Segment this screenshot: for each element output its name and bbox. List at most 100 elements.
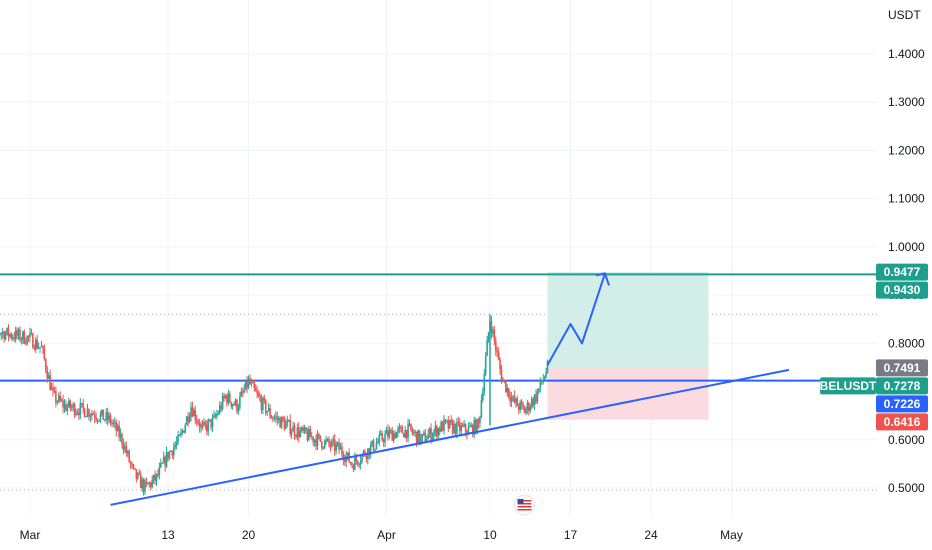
candle-body	[538, 388, 540, 392]
candle-body	[496, 350, 498, 353]
candle-body	[295, 435, 297, 437]
candle-body	[11, 337, 14, 339]
candle-body	[264, 400, 267, 413]
candle-body	[470, 424, 473, 427]
y-axis-label: 0.8000	[888, 336, 925, 350]
flag-stripe	[517, 503, 532, 505]
candle-body	[52, 387, 54, 391]
candle-body	[300, 427, 303, 431]
candle-body	[365, 455, 368, 459]
candle-body	[170, 450, 172, 452]
candle-body	[158, 467, 161, 476]
candle-body	[47, 375, 50, 379]
candle-body	[86, 409, 89, 417]
candle-body	[471, 424, 474, 435]
candle-body	[529, 407, 532, 411]
projection-path[interactable]	[546, 273, 606, 366]
symbol-tag[interactable]	[820, 377, 876, 395]
candle-body	[400, 427, 402, 429]
candle-body	[55, 391, 57, 403]
candle-body	[229, 393, 231, 403]
candle-body	[309, 428, 312, 438]
candle-body	[390, 430, 392, 432]
x-axis-label: 17	[564, 528, 578, 542]
candle-body	[424, 432, 427, 442]
candle-body	[230, 402, 233, 407]
us-flag-icon[interactable]	[514, 494, 535, 516]
candle-body	[139, 474, 142, 489]
candle-body	[326, 438, 329, 441]
candle-body	[493, 329, 496, 341]
candle-body	[96, 419, 99, 421]
candle-body	[487, 332, 490, 341]
candle-body	[227, 393, 230, 404]
candle-body	[479, 416, 481, 424]
candle-body	[292, 426, 294, 432]
candle-body	[102, 409, 105, 421]
candle-body	[279, 418, 281, 428]
candle-body	[505, 380, 507, 392]
candle-body	[516, 398, 519, 407]
stop-loss-zone	[547, 367, 709, 420]
candle-body	[484, 355, 487, 375]
candle-body	[223, 396, 225, 398]
candle-body	[226, 395, 228, 404]
candle-body	[272, 418, 274, 420]
candle-body	[142, 479, 145, 492]
candle-body	[59, 395, 61, 401]
candle-body	[114, 422, 116, 424]
candle-body	[160, 463, 162, 468]
candle-body	[206, 424, 208, 432]
y-axis-label: 0.6000	[888, 433, 925, 447]
candle-body	[172, 447, 175, 456]
candle-body	[430, 428, 432, 441]
candle-body	[425, 439, 428, 442]
ascending-trendline[interactable]	[110, 368, 790, 506]
candle-body	[395, 432, 398, 439]
candle-body	[302, 427, 304, 431]
candle-body	[167, 451, 169, 459]
candle-body	[115, 422, 118, 432]
candle-body	[510, 397, 513, 402]
candle-body	[286, 420, 289, 423]
candle-body	[24, 343, 27, 345]
candle-body	[401, 427, 404, 434]
candle-body	[459, 422, 461, 432]
candle-body	[397, 428, 399, 433]
flag-stripe	[517, 506, 532, 508]
candle-body	[417, 430, 419, 444]
candle-body	[249, 378, 251, 384]
candle-body	[332, 439, 335, 441]
candle-body	[80, 403, 83, 405]
candle-body	[184, 425, 187, 433]
candle-body	[503, 379, 506, 381]
candle-body	[290, 431, 293, 435]
currency-label: USDT	[888, 8, 921, 22]
candle-body	[415, 431, 418, 444]
candle-body	[328, 438, 330, 444]
candle-body	[308, 428, 310, 441]
candle-body	[387, 429, 389, 437]
candle-body	[368, 448, 371, 456]
candle-body	[282, 417, 284, 421]
candle-body	[325, 440, 327, 442]
candle-body	[391, 430, 394, 441]
price-tag	[876, 281, 928, 299]
candle-body	[303, 427, 306, 431]
candle-body	[106, 412, 109, 421]
candle-body	[269, 407, 271, 417]
candle-body	[29, 332, 31, 337]
candle-body	[341, 446, 343, 455]
price-tag	[876, 413, 928, 431]
candle-body	[135, 469, 138, 479]
candle-body	[450, 419, 452, 422]
candle-body	[398, 427, 401, 429]
candle-body	[203, 422, 205, 426]
candle-body	[411, 429, 414, 433]
candle-body	[112, 422, 115, 424]
candle-body	[180, 432, 182, 436]
candle-body	[463, 424, 465, 427]
price-tag-label: 0.9477	[884, 265, 921, 279]
projection-arrow-head	[595, 272, 610, 286]
